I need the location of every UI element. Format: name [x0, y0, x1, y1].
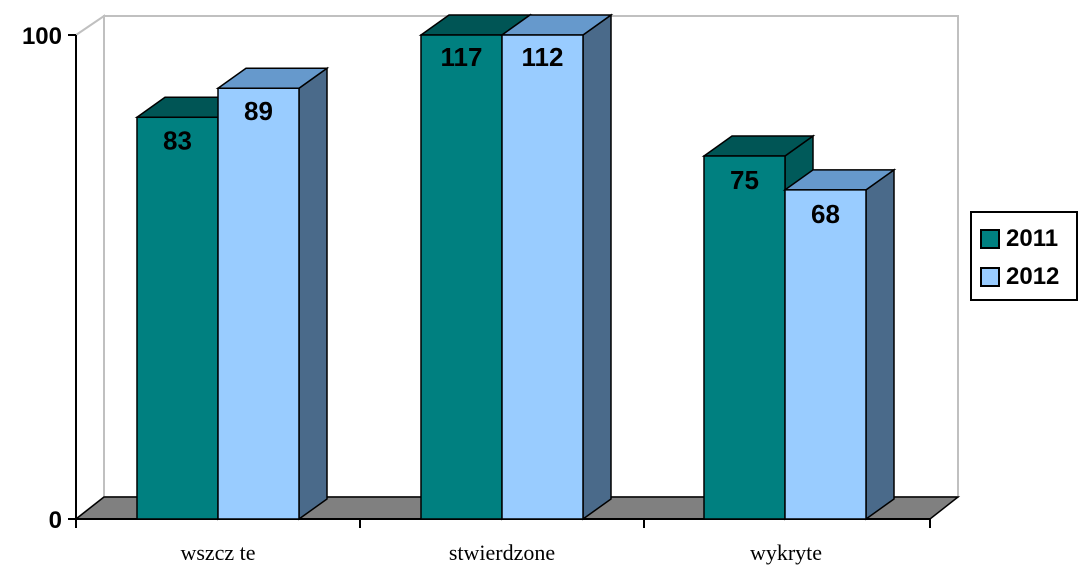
- bar-2011-2: [703, 155, 786, 520]
- category-label-wykryte: wykryte: [750, 540, 822, 565]
- bar-2012-1-side: [582, 13, 612, 521]
- legend-label-2011: 2011: [1006, 225, 1059, 252]
- category-label-wszczete: wszcz te: [180, 540, 255, 565]
- bar-2012-2: [784, 189, 867, 520]
- bar-2012-1: [501, 34, 584, 520]
- legend-label-2012: 2012: [1006, 263, 1060, 290]
- legend-item-2011: 2011: [980, 225, 1058, 253]
- data-label-2011-2: 75: [730, 165, 759, 195]
- legend-item-2012: 2012: [980, 263, 1059, 291]
- y-tick-label-0: 0: [49, 507, 62, 534]
- legend-swatch-2011: [980, 229, 1000, 249]
- y-tick-label-100: 100: [22, 23, 62, 50]
- category-label-stwierdzone: stwierdzone: [449, 540, 555, 565]
- bar-2012-0: [217, 87, 300, 520]
- legend-swatch-2012: [980, 267, 1000, 287]
- data-label-2012-2: 68: [811, 199, 840, 229]
- bar-2011-1: [420, 34, 503, 520]
- data-label-2012-1: 112: [522, 42, 564, 72]
- data-label-2012-0: 89: [244, 96, 273, 126]
- bar-2012-0-side: [298, 66, 328, 521]
- legend: 2011 2012: [970, 211, 1078, 301]
- data-label-2011-0: 83: [163, 125, 192, 155]
- bar-2011-0: [136, 116, 219, 520]
- data-label-2011-1: 117: [441, 42, 483, 72]
- plot-side-wall: [75, 14, 105, 522]
- bar-2012-2-side: [865, 168, 895, 521]
